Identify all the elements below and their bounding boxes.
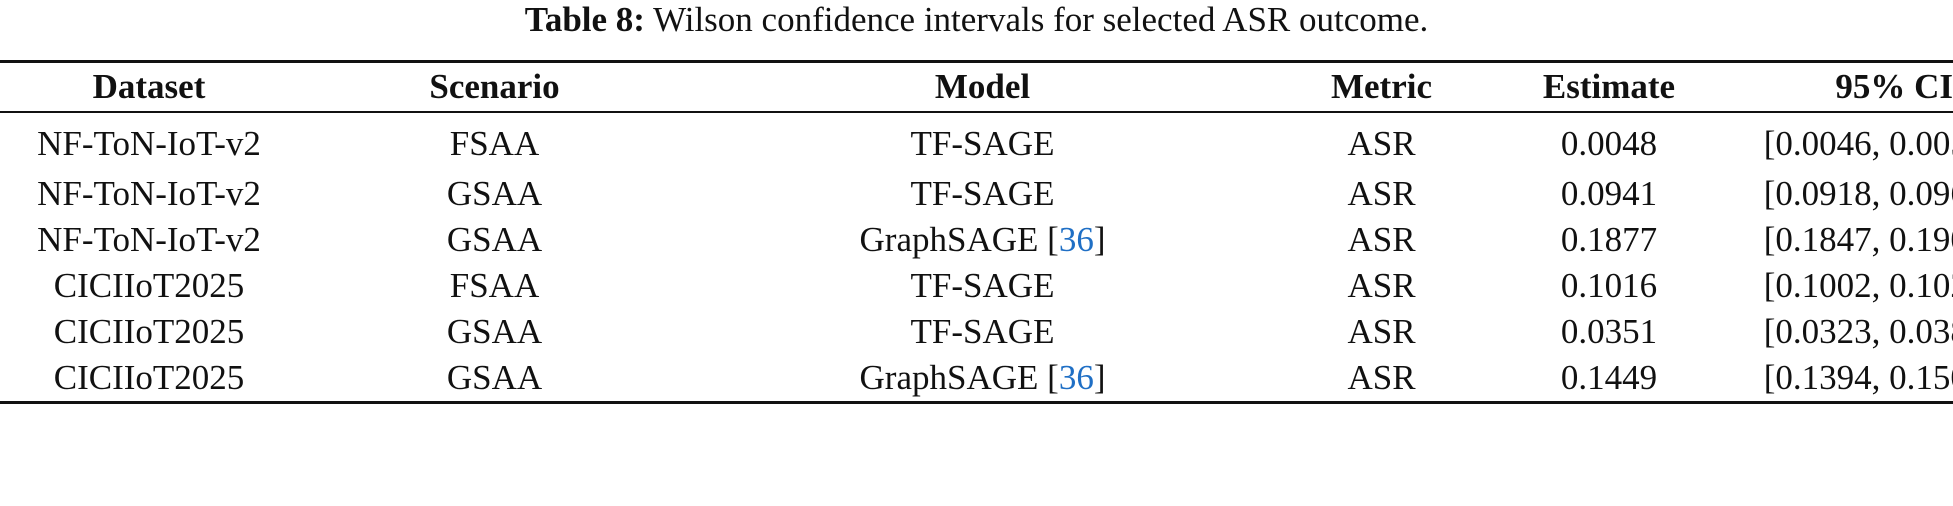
- cell-dataset: CICIIoT2025: [53, 358, 245, 397]
- model-name: TF-SAGE: [910, 312, 1055, 351]
- cell-ci: [0.1394, 0.1506]: [1763, 358, 1953, 397]
- header-estimate: Estimate: [1542, 67, 1676, 106]
- header-dataset: Dataset: [92, 67, 206, 106]
- table-caption-label: Table 8:: [524, 0, 645, 39]
- header-scenario: Scenario: [429, 67, 560, 106]
- cell-estimate: 0.1016: [1560, 266, 1658, 305]
- cell-estimate: 0.1877: [1560, 220, 1658, 259]
- model-name: TF-SAGE: [910, 174, 1055, 213]
- cell-scenario: FSAA: [449, 266, 540, 305]
- results-table: Dataset Scenario Model Metric Estimate 9…: [0, 63, 1953, 401]
- cell-model: TF-SAGE: [691, 263, 1274, 309]
- citation-link[interactable]: 36: [1058, 220, 1094, 259]
- cell-dataset: NF-ToN-IoT-v2: [37, 174, 261, 213]
- cell-scenario: GSAA: [446, 174, 543, 213]
- citation-bracket-open: [: [1038, 220, 1059, 259]
- table-row: NF-ToN-IoT-v2 GSAA GraphSAGE [36] ASR 0.1877…: [0, 217, 1953, 263]
- cell-estimate: 0.0941: [1560, 174, 1658, 213]
- citation-bracket-open: [: [1038, 358, 1059, 397]
- cell-ci: [0.1002, 0.1029]: [1763, 266, 1953, 305]
- cell-model: GraphSAGE [36]: [691, 217, 1274, 263]
- cell-estimate: 0.1449: [1560, 358, 1658, 397]
- table-header-row: Dataset Scenario Model Metric Estimate 9…: [0, 63, 1953, 111]
- cell-metric: ASR: [1347, 174, 1416, 213]
- cell-metric: ASR: [1347, 266, 1416, 305]
- cell-ci: [0.0323, 0.0381]: [1763, 312, 1953, 351]
- table-row: CICIIoT2025 GSAA TF-SAGE ASR 0.0351 [0.0323, …: [0, 309, 1953, 355]
- table-caption-text: Wilson confidence intervals for selected…: [653, 0, 1429, 39]
- model-name: TF-SAGE: [910, 266, 1055, 305]
- cell-scenario: GSAA: [446, 312, 543, 351]
- cell-estimate: 0.0351: [1560, 312, 1658, 351]
- table-body: NF-ToN-IoT-v2 FSAA TF-SAGE ASR 0.0048 [0.0046…: [0, 111, 1953, 401]
- cell-model: TF-SAGE: [691, 309, 1274, 355]
- cell-dataset: NF-ToN-IoT-v2: [37, 220, 261, 259]
- citation-bracket-close: ]: [1093, 220, 1106, 259]
- cell-metric: ASR: [1347, 358, 1416, 397]
- table-caption: Table 8: Wilson confidence intervals for…: [0, 0, 1953, 40]
- cell-model: GraphSAGE [36]: [691, 355, 1274, 401]
- table-row: CICIIoT2025 GSAA GraphSAGE [36] ASR 0.1449 [0…: [0, 355, 1953, 401]
- cell-dataset: NF-ToN-IoT-v2: [37, 124, 261, 163]
- top-rule: [0, 60, 1953, 63]
- cell-metric: ASR: [1347, 312, 1416, 351]
- header-model: Model: [934, 67, 1031, 106]
- cell-dataset: CICIIoT2025: [53, 312, 245, 351]
- table-row: CICIIoT2025 FSAA TF-SAGE ASR 0.1016 [0.1002, …: [0, 263, 1953, 309]
- cell-scenario: GSAA: [446, 220, 543, 259]
- bottom-rule: [0, 401, 1953, 404]
- model-name: GraphSAGE: [859, 358, 1039, 397]
- citation-bracket-close: ]: [1093, 358, 1106, 397]
- table-row: NF-ToN-IoT-v2 GSAA TF-SAGE ASR 0.0941 [0.0918…: [0, 171, 1953, 217]
- cell-scenario: FSAA: [449, 124, 540, 163]
- cell-model: TF-SAGE: [691, 111, 1274, 171]
- cell-ci: [0.1847, 0.1908]: [1763, 220, 1953, 259]
- header-rule: [0, 111, 1953, 113]
- cell-ci: [0.0918, 0.0964]: [1763, 174, 1953, 213]
- citation-link[interactable]: 36: [1058, 358, 1094, 397]
- cell-model: TF-SAGE: [691, 171, 1274, 217]
- cell-dataset: CICIIoT2025: [53, 266, 245, 305]
- table-row: NF-ToN-IoT-v2 FSAA TF-SAGE ASR 0.0048 [0.0046…: [0, 111, 1953, 171]
- cell-metric: ASR: [1347, 124, 1416, 163]
- cell-metric: ASR: [1347, 220, 1416, 259]
- model-name: TF-SAGE: [910, 124, 1055, 163]
- header-ci: 95% CI: [1835, 67, 1953, 106]
- header-metric: Metric: [1330, 67, 1433, 106]
- cell-scenario: GSAA: [446, 358, 543, 397]
- cell-estimate: 0.0048: [1560, 124, 1658, 163]
- model-name: GraphSAGE: [859, 220, 1039, 259]
- cell-ci: [0.0046, 0.0051]: [1763, 124, 1953, 163]
